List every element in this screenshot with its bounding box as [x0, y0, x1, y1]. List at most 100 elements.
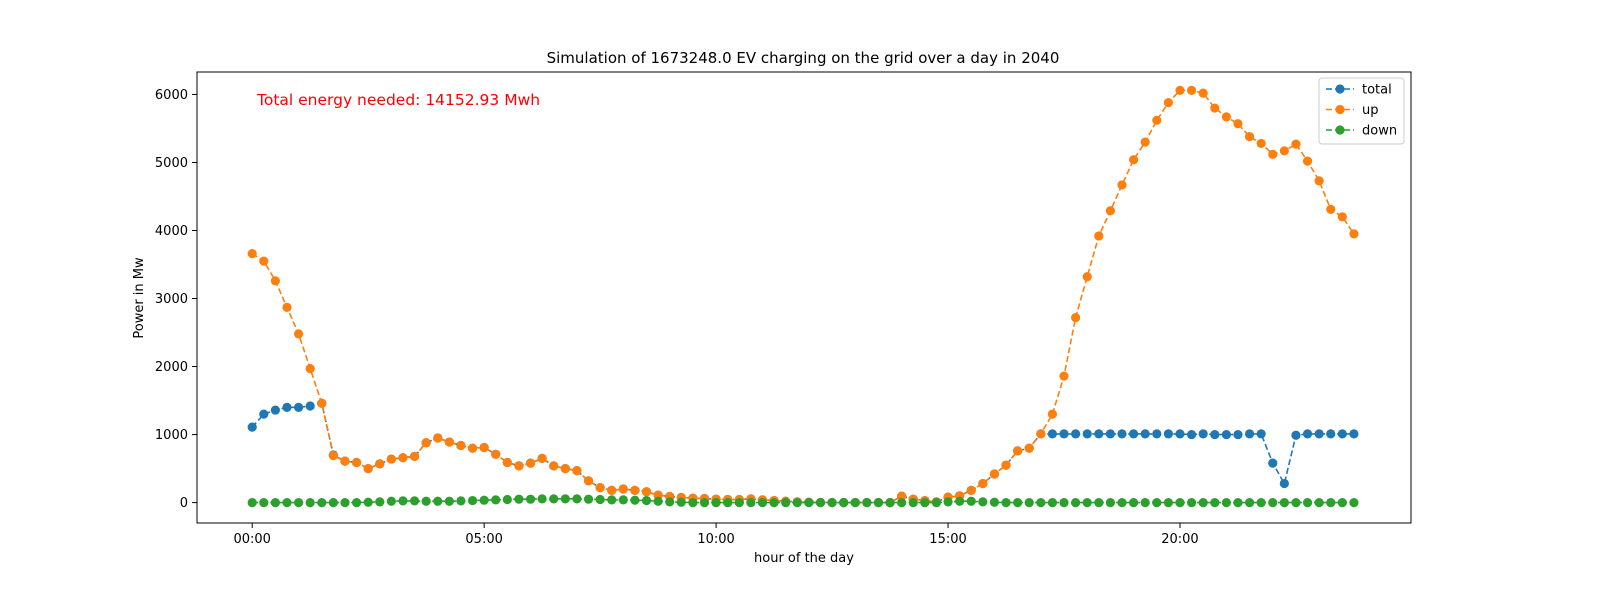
data-point — [583, 476, 594, 486]
data-point — [653, 496, 663, 506]
data-point — [247, 497, 257, 508]
x-tick-label: 10:00 — [697, 532, 734, 547]
data-point — [1326, 429, 1336, 439]
data-point — [746, 497, 756, 508]
data-point — [1082, 429, 1092, 439]
data-point — [734, 497, 744, 508]
data-point — [1175, 85, 1185, 95]
data-point — [665, 497, 675, 507]
data-point — [433, 433, 443, 443]
data-point — [1314, 176, 1324, 186]
data-point — [421, 496, 431, 506]
data-point — [699, 497, 710, 508]
data-point — [525, 494, 536, 504]
data-point — [1302, 497, 1313, 508]
y-tick-label: 3000 — [155, 292, 188, 307]
data-point — [688, 497, 698, 508]
data-point — [630, 485, 640, 495]
data-point — [398, 453, 408, 463]
data-point — [839, 497, 849, 508]
data-point — [1244, 497, 1255, 508]
data-point — [479, 495, 489, 505]
data-point — [1302, 429, 1313, 439]
data-point — [757, 497, 768, 508]
data-point — [363, 463, 373, 474]
data-point — [1013, 497, 1023, 508]
data-point — [467, 443, 478, 453]
data-point — [328, 497, 338, 508]
plot-series — [247, 85, 1359, 508]
data-point — [409, 451, 420, 461]
data-point — [723, 497, 733, 508]
data-point — [827, 497, 837, 508]
data-point — [1152, 497, 1162, 508]
y-axis-label: Power in Mw — [132, 257, 147, 339]
data-point — [1279, 478, 1289, 489]
data-point — [1268, 497, 1278, 508]
data-point — [1198, 88, 1208, 98]
data-point — [282, 497, 292, 508]
data-point — [1001, 497, 1011, 508]
data-point — [1036, 497, 1046, 508]
data-point — [491, 495, 501, 505]
data-point — [630, 495, 640, 505]
y-tick-label: 5000 — [155, 156, 188, 171]
data-point — [1036, 429, 1046, 439]
data-point — [1244, 429, 1255, 439]
data-point — [897, 497, 907, 508]
data-point — [549, 461, 559, 471]
data-point — [1047, 497, 1058, 508]
data-point — [502, 457, 512, 468]
data-point — [1105, 206, 1115, 216]
data-point — [897, 491, 907, 501]
data-point — [1279, 497, 1289, 508]
data-point — [259, 409, 269, 419]
data-point — [781, 497, 791, 508]
data-point — [1337, 429, 1347, 439]
legend-marker-total — [1335, 84, 1345, 94]
data-point — [978, 497, 988, 507]
data-point — [560, 494, 570, 504]
data-point — [1117, 497, 1127, 508]
data-point — [282, 402, 292, 412]
axis-ticks: 00:00 05:00 10:00 15:00 20:00 0 1000 2000 3000 40… — [155, 88, 1199, 547]
data-point — [1175, 429, 1185, 439]
chart-title: Simulation of 1673248.0 EV charging on t… — [547, 49, 1060, 67]
data-point — [525, 458, 536, 468]
data-point — [978, 478, 988, 489]
data-point — [293, 329, 304, 339]
data-point — [1163, 497, 1173, 508]
data-point — [317, 497, 327, 508]
data-point — [282, 302, 292, 312]
data-point — [537, 494, 547, 504]
data-point — [1071, 497, 1081, 508]
data-point — [293, 402, 304, 412]
data-point — [386, 496, 396, 506]
data-point — [1291, 430, 1301, 440]
y-tick-label: 0 — [180, 496, 188, 511]
data-point — [502, 494, 512, 505]
data-point — [340, 497, 350, 508]
data-point — [409, 496, 420, 506]
data-point — [1198, 429, 1208, 439]
data-point — [421, 438, 431, 448]
legend-label-total: total — [1362, 83, 1392, 98]
legend: total up down — [1318, 77, 1405, 145]
data-point — [467, 495, 478, 506]
data-point — [1349, 497, 1359, 508]
data-point — [340, 456, 350, 466]
data-point — [1221, 429, 1231, 440]
data-point — [1140, 497, 1150, 508]
data-point — [1291, 497, 1301, 508]
data-point — [247, 249, 257, 259]
data-point — [375, 497, 385, 507]
data-point — [1326, 497, 1336, 508]
data-point — [607, 485, 617, 495]
data-point — [1024, 497, 1034, 508]
data-point — [1210, 429, 1220, 440]
data-point — [1233, 497, 1243, 508]
data-point — [514, 494, 524, 504]
data-point — [537, 453, 547, 463]
x-tick-label: 15:00 — [929, 532, 966, 547]
x-axis-label: hour of the day — [754, 551, 854, 566]
